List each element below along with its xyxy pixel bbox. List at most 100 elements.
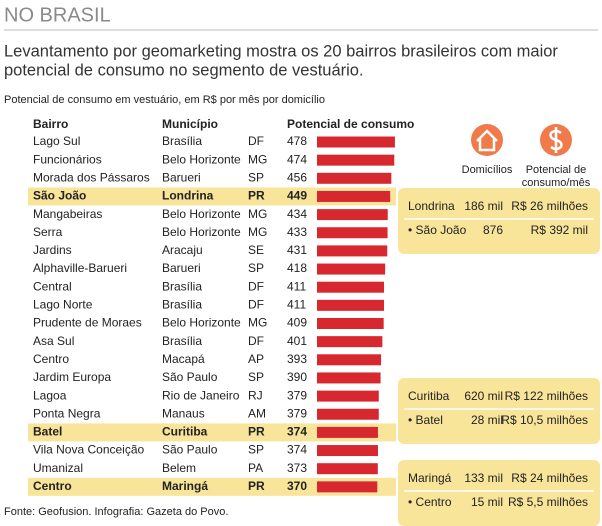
icon-label: Potencial de [526,164,587,176]
municipio: Belem [162,461,196,475]
municipio: Aracaju [162,243,203,257]
value-label: 409 [287,316,307,330]
municipio: Maringá [162,479,208,493]
box-cell: Maringá [408,471,452,485]
uf: SE [248,243,264,257]
summary-box [398,188,600,254]
bairro: Centro [33,479,72,493]
value-label: 374 [287,443,307,457]
bar [317,154,395,166]
money-glyph [549,127,563,153]
box-cell: • Batel [408,413,443,427]
box-cell: 133 mil [464,471,503,485]
box-cell: 186 mil [464,199,503,213]
bar [317,390,379,402]
value-label: 401 [287,334,307,348]
bairro: Central [33,279,72,293]
bairro: Jardins [33,243,72,257]
value-label: 373 [287,461,307,475]
bairro: Batel [33,425,62,439]
bairro: Funcionários [33,152,102,166]
municipio: Brasília [162,298,202,312]
value-label: 418 [287,261,307,275]
value-label: 379 [287,406,307,420]
bar [317,426,378,438]
summary-box [398,460,600,526]
uf: PR [248,425,265,439]
box-cell: R$ 5,5 milhões [508,495,588,509]
bairro: Jardim Europa [33,370,111,384]
row-highlight [28,423,396,442]
value-label: 434 [287,207,307,221]
box-cell: 876 [483,223,503,237]
bairro: Lagoa [33,388,67,402]
caption: Potencial de consumo em vestuário, em R$… [4,94,325,106]
uf: SP [248,370,264,384]
value-label: 390 [287,370,307,384]
uf: SP [248,261,264,275]
box-cell: R$ 10,5 milhões [501,413,588,427]
bar [317,136,395,148]
box-cell: • Centro [408,495,452,509]
box-cell: R$ 392 mil [531,223,588,237]
value-label: 374 [287,425,307,439]
value-label: 433 [287,225,307,239]
bar [317,318,384,329]
bar [317,209,388,221]
header: Potencial de consumo [287,117,414,131]
row-highlight [28,477,396,496]
value-label: 449 [287,189,307,203]
value-label: 474 [287,152,307,166]
bar [317,245,388,257]
municipio: Barueri [162,261,201,275]
uf: PR [248,479,265,493]
bairro: Asa Sul [33,334,74,348]
municipio: Belo Horizonte [162,207,241,221]
bar [317,336,383,348]
value-label: 393 [287,352,307,366]
municipio: Belo Horizonte [162,225,241,239]
uf: DF [248,279,264,293]
bar [317,445,378,457]
bar [317,463,378,475]
box-cell: 15 mil [471,495,503,509]
row-highlight [28,187,396,206]
value-label: 456 [287,170,307,184]
box-cell: Londrina [408,199,455,213]
uf: DF [248,334,264,348]
source: Fonte: Geofusion. Infografia: Gazeta do … [4,506,228,518]
uf: PA [248,461,263,475]
bar [317,281,384,293]
value-label: 379 [287,388,307,402]
summary-box [398,378,600,444]
bairro: Vila Nova Conceição [33,443,145,457]
value-label: 478 [287,134,307,148]
bairro: Serra [33,225,63,239]
bairro: São João [33,189,86,203]
bairro: Centro [33,352,69,366]
value-label: 370 [287,479,307,493]
bar [317,190,391,202]
uf: RJ [248,388,263,402]
box-cell: R$ 122 milhões [505,389,588,403]
uf: MG [248,225,267,239]
municipio: Curitiba [162,425,208,439]
subtitle: potencial de consumo no segmento de vest… [4,61,364,79]
uf: MG [248,316,267,330]
box-cell: R$ 26 milhões [511,199,588,213]
municipio: Macapá [162,352,205,366]
title: NO BRASIL [4,4,111,26]
uf: SP [248,170,264,184]
box-cell: R$ 24 milhões [511,471,588,485]
uf: SP [248,443,264,457]
municipio: Brasília [162,134,202,148]
uf: AM [248,406,266,420]
uf: AP [248,352,264,366]
bar [317,408,379,420]
subtitle: Levantamento por geomarketing mostra os … [4,42,558,60]
box-cell: 620 mil [464,389,503,403]
header: Município [162,117,218,131]
municipio: São Paulo [162,443,218,457]
value-label: 411 [287,279,306,293]
icon-label: consumo/mês [522,177,591,189]
